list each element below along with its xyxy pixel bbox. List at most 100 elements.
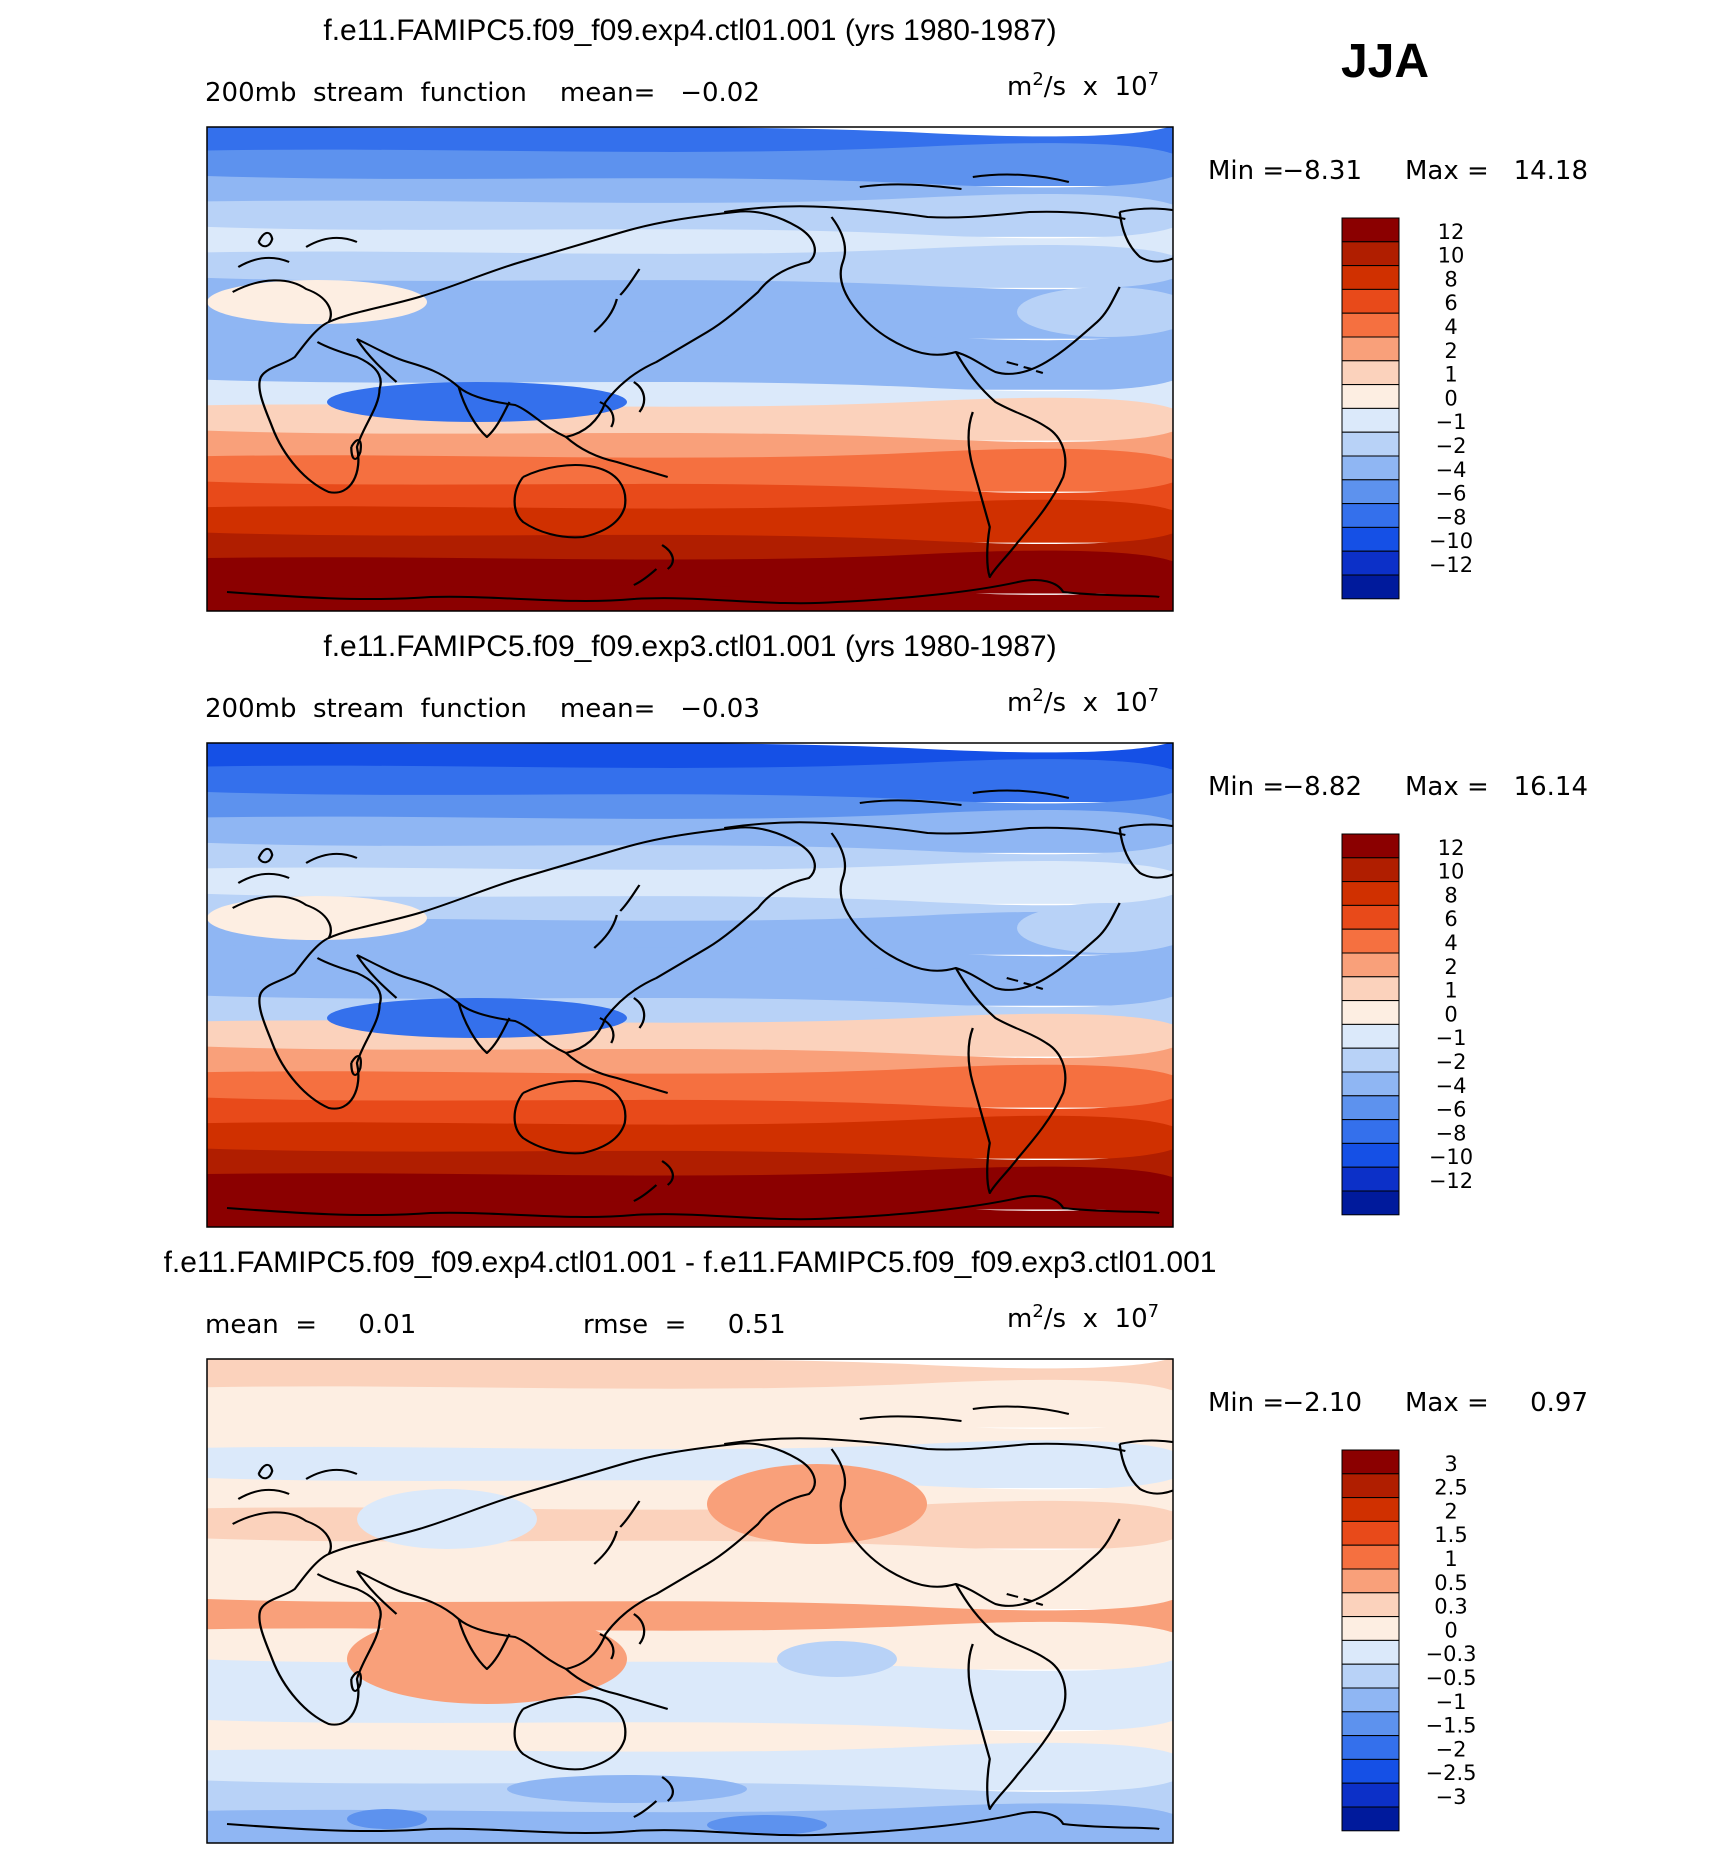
colorbar-label: −1 <box>1436 1026 1467 1050</box>
colorbar-label: 1 <box>1444 1547 1457 1571</box>
colorbar-label: −6 <box>1436 1098 1467 1122</box>
colorbar-label: 10 <box>1438 244 1465 268</box>
colorbar-segment <box>1341 336 1400 362</box>
colorbar-segment <box>1341 881 1400 906</box>
contour-band <box>207 759 1173 802</box>
min-label: Min = <box>1208 156 1284 186</box>
colorbar-label: 4 <box>1444 315 1457 339</box>
colorbar-segment <box>1341 904 1400 930</box>
colorbar-label: −0.5 <box>1426 1666 1477 1690</box>
colorbar-label: 12 <box>1438 220 1465 244</box>
colorbar-label: 6 <box>1444 291 1457 315</box>
contour-band <box>207 499 1173 543</box>
colorbar-label: −3 <box>1436 1785 1467 1809</box>
map-frame <box>206 1358 1174 1844</box>
colorbar-label: 1 <box>1444 979 1457 1003</box>
colorbar-segment <box>1341 1497 1400 1522</box>
colorbar-label: 0 <box>1444 1618 1457 1642</box>
contour-blob <box>1017 903 1173 953</box>
colorbar-segment <box>1341 217 1400 243</box>
colorbar-segment <box>1341 1166 1400 1192</box>
colorbar-label: 12 <box>1438 836 1465 860</box>
colorbar-label: −1.5 <box>1426 1714 1477 1738</box>
panel-title: f.e11.FAMIPC5.f09_f09.exp3.ctl01.001 (yr… <box>323 630 1056 663</box>
colorbar-segment <box>1341 1758 1400 1784</box>
colorbar-label: −2 <box>1436 434 1467 458</box>
colorbar-segment <box>1341 1449 1400 1475</box>
contour-band <box>207 295 1173 339</box>
colorbar-label: 0.5 <box>1434 1571 1467 1595</box>
contour-blob <box>347 1809 427 1829</box>
colorbar-label: 1.5 <box>1434 1523 1467 1547</box>
colorbar-label: −4 <box>1436 1074 1467 1098</box>
map-field <box>207 743 1173 1227</box>
colorbar-segment <box>1341 550 1400 576</box>
units-label: m2/s x 107 <box>1007 685 1159 718</box>
contour-blob <box>327 382 627 422</box>
colorbar-segment <box>1341 1687 1400 1713</box>
contour-band <box>207 1166 1173 1210</box>
max-value: 14.18 <box>1514 156 1588 186</box>
contour-blob <box>347 1614 627 1704</box>
colorbar-segment <box>1341 1711 1400 1737</box>
colorbar-label: −2 <box>1436 1737 1467 1761</box>
contour-band <box>207 1742 1173 1791</box>
colorbar-segment <box>1341 1592 1400 1618</box>
colorbar-segment <box>1341 1000 1400 1025</box>
panel-3: f.e11.FAMIPC5.f09_f09.exp4.ctl01.001 - f… <box>164 1246 1588 1844</box>
colorbar-label: −0.3 <box>1426 1642 1477 1666</box>
contour-blob <box>707 1815 827 1835</box>
panel-1: f.e11.FAMIPC5.f09_f09.exp4.ctl01.001 (yr… <box>205 14 1588 612</box>
colorbar-label: 0 <box>1444 1002 1457 1026</box>
colorbar-label: −10 <box>1429 529 1473 553</box>
min-value: −8.31 <box>1282 156 1362 186</box>
colorbar-label: 6 <box>1444 907 1457 931</box>
max-label: Max = <box>1405 1388 1489 1418</box>
contour-band <box>207 1561 1173 1609</box>
colorbar-segment <box>1341 312 1400 338</box>
colorbar-segment <box>1341 857 1400 883</box>
contour-blob <box>207 896 427 940</box>
contour-blob <box>707 1464 927 1544</box>
max-label: Max = <box>1405 156 1489 186</box>
colorbar-segment <box>1341 1071 1400 1097</box>
colorbar-segment <box>1341 1616 1400 1641</box>
colorbar-label: −12 <box>1429 553 1473 577</box>
contour-band <box>207 194 1173 237</box>
colorbar-label: −1 <box>1436 1690 1467 1714</box>
panels-container: f.e11.FAMIPC5.f09_f09.exp4.ctl01.001 (yr… <box>164 14 1588 1844</box>
colorbar-segment <box>1341 1095 1400 1121</box>
contour-band <box>207 860 1173 904</box>
colorbar-segment <box>1341 1735 1400 1760</box>
colorbar-segment <box>1341 952 1400 978</box>
colorbar-segment <box>1341 265 1400 290</box>
min-label: Min = <box>1208 1388 1284 1418</box>
colorbar-label: 1 <box>1444 363 1457 387</box>
colorbar-segment <box>1341 833 1400 859</box>
min-label: Min = <box>1208 772 1284 802</box>
colorbar-label: 10 <box>1438 860 1465 884</box>
colorbar-segment <box>1341 1806 1400 1832</box>
colorbar-segment <box>1341 503 1400 528</box>
colorbar-label: −6 <box>1436 482 1467 506</box>
colorbar-segment <box>1341 976 1400 1002</box>
colorbar-segment <box>1341 526 1400 552</box>
colorbar: 32.521.510.50.30−0.3−0.5−1−1.5−2−2.5−3 <box>1341 1449 1477 1832</box>
contour-blob <box>1017 287 1173 337</box>
colorbar-label: 2 <box>1444 1499 1457 1523</box>
contour-band <box>207 448 1173 492</box>
max-value: 0.97 <box>1530 1388 1588 1418</box>
panel-subtitle-rmse: rmse = 0.51 <box>583 1310 786 1340</box>
colorbar-label: 2.5 <box>1434 1476 1467 1500</box>
colorbar-label: −4 <box>1436 458 1467 482</box>
colorbar-label: 8 <box>1444 267 1457 291</box>
colorbar-label: −1 <box>1436 410 1467 434</box>
contour-band <box>207 1115 1173 1159</box>
colorbar-segment <box>1341 928 1400 954</box>
contour-band <box>207 1440 1173 1488</box>
colorbar-label: 2 <box>1444 955 1457 979</box>
contour-band <box>207 583 1173 611</box>
min-value: −8.82 <box>1282 772 1362 802</box>
colorbar-label: 0.3 <box>1434 1595 1467 1619</box>
